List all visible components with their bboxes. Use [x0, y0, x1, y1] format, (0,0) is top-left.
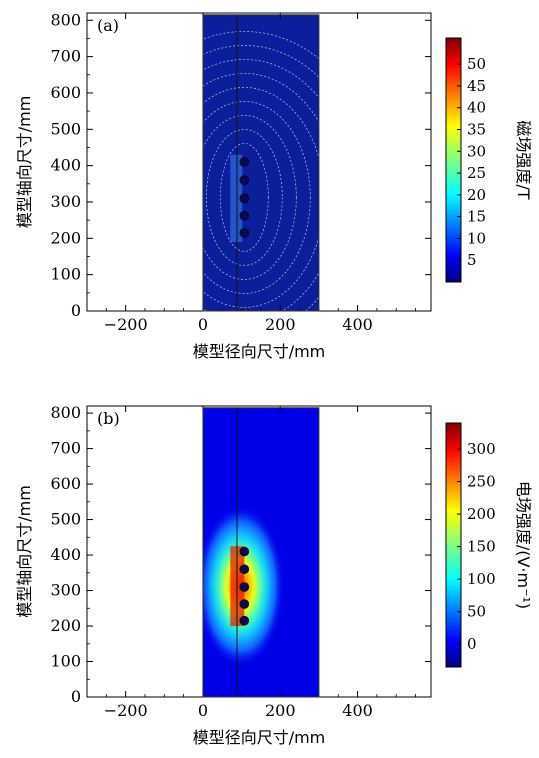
contour-line — [202, 101, 311, 294]
axes: −200 0 200 400 0 100 200 300 400 500 600 700 800 — [50, 10, 431, 334]
coil-marker — [239, 546, 250, 557]
domain-outline — [202, 407, 320, 698]
colorbar-tick-label: 20 — [467, 186, 486, 204]
x-tick-label: 200 — [265, 701, 296, 720]
contour-line — [202, 59, 319, 311]
x-axis-label: 模型径向尺寸/mm — [193, 342, 326, 361]
coil-marker — [239, 193, 250, 204]
x-tick-label: −200 — [104, 315, 148, 334]
plot-area — [202, 14, 319, 311]
y-tick-label: 500 — [50, 510, 81, 529]
y-tick-label: 0 — [71, 687, 81, 706]
colorbar-tick-label: 100 — [467, 570, 496, 588]
x-axis-label: 模型径向尺寸/mm — [193, 728, 326, 747]
y-tick-label: 800 — [50, 403, 81, 422]
x-tick-label: 0 — [198, 701, 208, 720]
coil-marker — [239, 175, 250, 185]
y-tick-label: 300 — [50, 192, 81, 211]
colorbar-tick-label: 40 — [467, 99, 486, 117]
panel-a: −200 0 200 400 0 100 200 300 400 500 600 700 800 (a)… — [15, 10, 533, 361]
colorbar-tick-label: 0 — [467, 635, 477, 653]
y-tick-label: 200 — [50, 228, 81, 247]
colorbar-tick-label: 200 — [467, 505, 496, 523]
contour-line — [205, 129, 283, 266]
coil-marker — [239, 210, 250, 221]
colorbar-gradient — [445, 37, 462, 283]
coil-marker — [239, 615, 250, 626]
y-tick-label: 500 — [50, 119, 81, 138]
colorbar-gradient — [445, 422, 462, 668]
panel-label: (b) — [97, 409, 120, 428]
y-tick-label: 600 — [50, 83, 81, 102]
colorbar-tick-label: 25 — [467, 164, 486, 182]
colorbar-tick-label: 30 — [467, 142, 486, 160]
y-axis-label: 模型轴向尺寸/mm — [15, 96, 34, 229]
high-field-strip — [230, 154, 243, 242]
colorbar-tick-label: 15 — [467, 208, 486, 226]
y-tick-label: 700 — [50, 47, 81, 66]
coil-marker — [239, 157, 250, 167]
y-tick-label: 400 — [50, 545, 81, 564]
y-tick-label: 600 — [50, 474, 81, 493]
colorbar-tick-label: 150 — [467, 538, 496, 556]
colorbar-tick-label: 50 — [467, 55, 486, 73]
y-tick-label: 200 — [50, 616, 81, 635]
colorbar-tick-label: 10 — [467, 229, 486, 247]
field-contours — [202, 31, 319, 311]
plot-area — [202, 407, 319, 697]
colorbar-tick-label: 35 — [467, 121, 486, 139]
contour-line — [202, 87, 319, 308]
colorbar: 5 10 15 20 25 30 35 40 45 50 — [445, 37, 486, 283]
colorbar-label: 磁场强度/T — [514, 120, 533, 199]
x-tick-label: 400 — [342, 701, 373, 720]
coil-marker — [239, 582, 250, 592]
coil-marker — [239, 599, 250, 609]
colorbar-tick-label: 250 — [467, 473, 496, 491]
contour-line — [202, 31, 319, 60]
colorbar-tick-label: 300 — [467, 440, 496, 458]
field-domain — [202, 14, 319, 311]
contour-line — [202, 115, 297, 280]
contour-line — [219, 143, 269, 252]
coil-marker — [239, 228, 250, 238]
y-tick-label: 300 — [50, 581, 81, 600]
y-tick-label: 100 — [50, 652, 81, 671]
colorbar-tick-label: 50 — [467, 603, 486, 621]
panel-label: (a) — [97, 16, 119, 35]
x-tick-label: −200 — [104, 701, 148, 720]
colorbar-tick-label: 45 — [467, 77, 486, 95]
colorbar-label: 电场强度/(V·m⁻¹) — [514, 481, 533, 609]
y-axis-label: 模型轴向尺寸/mm — [15, 485, 34, 618]
x-tick-label: 0 — [198, 315, 208, 334]
y-tick-label: 400 — [50, 156, 81, 175]
y-tick-label: 800 — [50, 10, 81, 29]
y-tick-label: 700 — [50, 439, 81, 458]
x-tick-label: 400 — [342, 315, 373, 334]
x-tick-label: 200 — [265, 315, 296, 334]
y-tick-label: 100 — [50, 265, 81, 284]
axes: −200 0 200 400 0 100 200 300 400 500 600 700 800 — [50, 403, 431, 720]
coil-marker — [239, 564, 250, 575]
domain-outline — [202, 14, 320, 312]
y-tick-label: 0 — [71, 301, 81, 320]
colorbar-tick-label: 5 — [467, 251, 477, 269]
colorbar: 0 50 100 150 200 250 300 — [445, 422, 496, 668]
